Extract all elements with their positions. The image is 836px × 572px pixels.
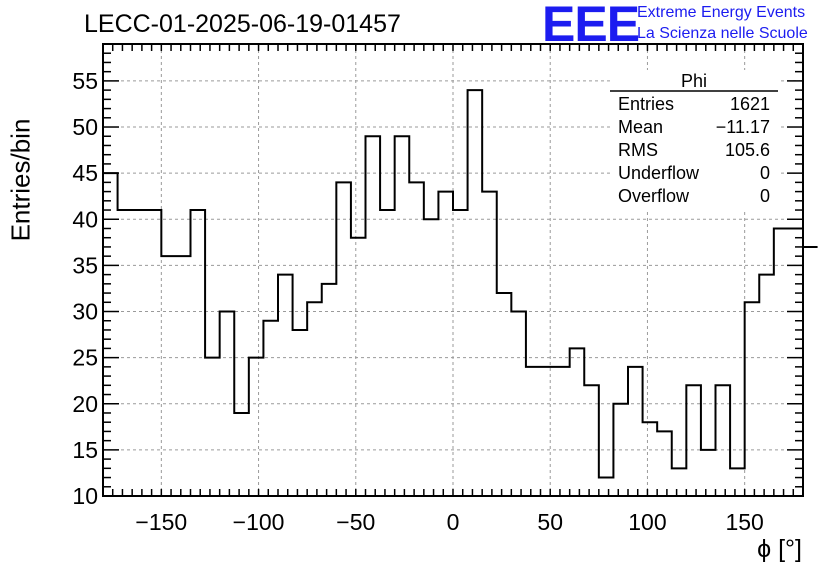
plot-frame	[102, 43, 804, 497]
y-tick-label: 50	[72, 114, 98, 140]
x-tick-label: 150	[725, 509, 763, 535]
stats-label: Underflow	[618, 163, 700, 183]
y-tick-label: 55	[72, 68, 98, 94]
stats-box: Phi Entries 1621 Mean −11.17 RMS 105.6 Underfl…	[610, 70, 778, 210]
x-tick-label: −150	[135, 509, 187, 535]
y-tick-label: 10	[72, 483, 98, 509]
x-tick-label: 100	[628, 509, 666, 535]
stats-rows: Entries 1621 Mean −11.17 RMS 105.6 Underflow 0 O…	[618, 94, 770, 206]
stats-value: 0	[760, 186, 770, 206]
logo-text-line2: La Scienza nelle Scuole	[637, 25, 808, 42]
stats-box-background	[610, 70, 778, 210]
stats-label: Entries	[618, 94, 674, 114]
y-tick-label: 40	[72, 206, 98, 232]
y-tick-label: 25	[72, 345, 98, 371]
x-tick-label: 0	[447, 509, 460, 535]
axis-ticks	[102, 43, 804, 497]
chart-title: LECC-01-2025-06-19-01457	[84, 10, 401, 38]
stats-label: RMS	[618, 140, 658, 160]
histogram-step-line	[103, 89, 818, 479]
x-axis-label: ϕ [°]	[757, 535, 802, 563]
stats-label: Mean	[618, 117, 663, 137]
y-tick-label: 30	[72, 299, 98, 325]
y-tick-label: 35	[72, 252, 98, 278]
logo-text-line1: Extreme Energy Events	[637, 4, 806, 21]
y-tick-label: 45	[72, 160, 98, 186]
x-tick-label: −50	[336, 509, 375, 535]
tick-labels: −150 −100 −50 0 50 100 150 10 15 20 25 30 35 40 45 50 55	[72, 68, 763, 535]
y-tick-label: 20	[72, 391, 98, 417]
x-tick-label: −100	[233, 509, 285, 535]
stats-value: −11.17	[716, 117, 770, 137]
y-tick-label: 15	[72, 437, 98, 463]
stats-value: 105.6	[725, 140, 770, 160]
stats-value: 0	[760, 163, 770, 183]
stats-label: Overflow	[618, 186, 690, 206]
x-tick-label: 50	[537, 509, 563, 535]
stats-title: Phi	[681, 71, 707, 91]
stats-value: 1621	[730, 94, 770, 114]
